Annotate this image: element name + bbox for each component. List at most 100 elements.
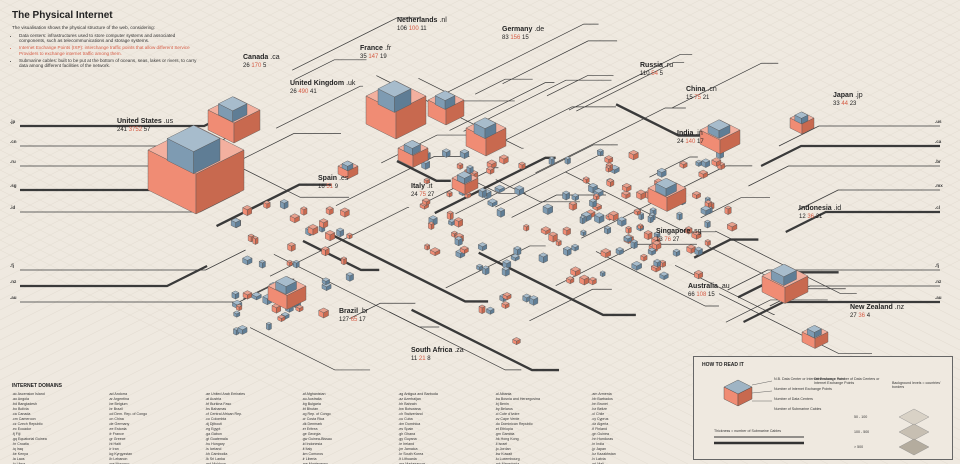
domain-entry: .me Montenegro xyxy=(301,462,328,464)
small-dc-right xyxy=(349,233,353,240)
dc-count: 33 xyxy=(833,101,842,107)
domain-entry: .lb Lebanon xyxy=(108,457,128,461)
submarine-cable xyxy=(424,167,499,203)
small-ixp-right xyxy=(586,213,592,222)
small-dc-right xyxy=(426,244,430,251)
small-ixp-right xyxy=(707,221,711,229)
dc-count: 24 xyxy=(411,192,420,198)
domain-entry: .lu Luxembourg xyxy=(494,457,520,461)
country-stats: 127 65 17 xyxy=(339,317,366,323)
small-ixp-right xyxy=(547,206,553,215)
domain-entry: .bd Bangladesh xyxy=(12,402,37,406)
small-dc-right xyxy=(294,215,300,224)
submarine-count: 4 xyxy=(866,313,871,319)
submarine-cable xyxy=(249,327,371,371)
country-code: .us xyxy=(163,118,174,125)
domain-entry: .cr Costa Rica xyxy=(301,417,325,421)
edge-tld-right: .fj xyxy=(935,263,939,268)
domain-entry: .cu Cuba xyxy=(398,417,413,421)
ixp-building-nz-right xyxy=(814,328,822,339)
small-ixp-right xyxy=(492,200,498,208)
domain-entry: .ci Cote d'Ivoire xyxy=(494,412,520,416)
country-name: India .in xyxy=(677,130,703,137)
country-name: Brazil .br xyxy=(339,308,368,315)
submarine-cable xyxy=(463,79,612,132)
country-name: Russia .ru xyxy=(640,62,673,69)
submarine-cable xyxy=(228,161,350,198)
domain-entry: .mk Macedonia xyxy=(494,462,520,464)
submarine-cable xyxy=(529,288,612,322)
small-ixp-left xyxy=(266,323,270,331)
edge-tld-right: .ca xyxy=(935,139,942,144)
small-ixp-right xyxy=(490,308,495,315)
country-name: United Kingdom .uk xyxy=(290,80,355,87)
small-dc-right xyxy=(458,219,463,228)
small-dc-right xyxy=(490,168,495,175)
country-stats: 110 54 5 xyxy=(640,71,663,77)
small-dc-right xyxy=(716,159,722,167)
small-dc-right xyxy=(425,199,431,206)
country-stats: 26 170 5 xyxy=(243,63,266,69)
small-dc-right xyxy=(720,163,725,171)
ixp-building-ca-right xyxy=(232,103,248,123)
intro-text: The visualisation shows the physical str… xyxy=(12,25,155,30)
ixp-count: 147 xyxy=(368,54,381,60)
small-dc-right xyxy=(449,191,453,198)
legend-title: HOW TO READ IT xyxy=(702,362,744,368)
domain-entry: .kz Kazakhstan xyxy=(591,452,616,456)
small-dc-right xyxy=(281,316,286,322)
domain-entry: .ao Angola xyxy=(12,397,29,401)
small-ixp-right xyxy=(614,167,620,175)
domain-entry: .il Israel xyxy=(494,442,508,446)
small-dc-right xyxy=(238,305,243,312)
domain-entry: .kr South Korea xyxy=(398,452,424,456)
domain-entry: .bo Bolivia xyxy=(12,407,29,411)
small-ixp-right xyxy=(256,294,262,301)
submarine-count: 19 xyxy=(380,54,387,60)
small-dc-right xyxy=(640,191,646,201)
domain-entry: .ch Switzerland xyxy=(398,412,423,416)
dc-count: 110 xyxy=(640,71,652,77)
submarine-cable xyxy=(269,207,410,277)
country-label: Singapore xyxy=(656,228,691,235)
ixp-building-br-right xyxy=(285,281,297,295)
domain-entry: .am Armenia xyxy=(591,392,612,396)
small-ixp-right xyxy=(499,187,505,194)
domain-entry: .cd Dem. Rep. of Congo xyxy=(108,412,148,416)
small-ixp-right xyxy=(242,327,248,335)
submarine-count: 27 xyxy=(672,237,680,243)
small-ixp-right xyxy=(650,216,654,224)
ixp-building-es-right xyxy=(347,163,354,172)
small-ixp-right xyxy=(651,249,656,256)
bullet-ixp: Internet Exchange Points (IXP): intercha… xyxy=(19,45,202,56)
small-ixp-right xyxy=(325,279,330,286)
small-ixp-right xyxy=(657,260,661,268)
domain-entry: .cm Cameroon xyxy=(12,417,36,421)
ixp-count: 108 xyxy=(696,292,709,298)
country-code: .za xyxy=(454,347,464,354)
country-stats: 35 147 19 xyxy=(360,54,387,60)
ixp-building-cn-right xyxy=(718,124,731,139)
dc-building-ca-right xyxy=(233,109,261,144)
domain-entry: .dk Denmark xyxy=(301,422,323,426)
ixp-count: 76 xyxy=(664,237,673,243)
dc-count: 26 xyxy=(290,89,299,95)
small-ixp-right xyxy=(621,218,627,227)
domain-entry: .bh Bahrain xyxy=(398,402,417,406)
internet-domains: INTERNET DOMAINS .ac Ascension Island .ad… xyxy=(12,383,682,464)
small-ixp-right xyxy=(661,170,667,178)
small-dc-right xyxy=(572,202,578,211)
small-dc-right xyxy=(464,247,469,255)
submarine-cable xyxy=(20,265,208,288)
small-dc-right xyxy=(545,228,551,236)
country-code: .id xyxy=(833,205,842,212)
domain-entry: .ie Ireland xyxy=(398,442,415,446)
domain-entry: .bn Brunei xyxy=(591,402,608,406)
ixp-building-it-right xyxy=(464,174,472,185)
domain-entry: .jo Jordan xyxy=(494,447,511,451)
submarine-cable xyxy=(411,308,560,372)
ixp-count: 100 xyxy=(408,26,421,32)
submarine-cable xyxy=(273,254,440,328)
domain-entry: .ge Georgia xyxy=(301,432,321,436)
legend-thickness: Thickness = number of Submarine Cables xyxy=(714,429,782,433)
